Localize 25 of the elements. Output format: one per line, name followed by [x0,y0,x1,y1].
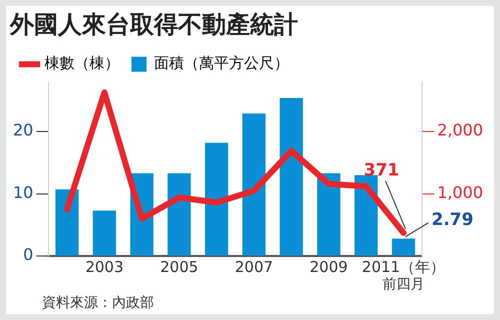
bar [92,210,116,256]
bar [392,238,416,256]
bar [168,173,191,256]
y2-tick-label: 1,000 [437,182,484,202]
source-note: 資料來源：內政部 [42,294,154,312]
legend-label: 棟數（棟） [44,54,120,72]
y2-tick-label: 2,000 [437,120,484,140]
legend-label: 面積（萬平方公尺） [154,54,289,72]
x-tick-label: 2011（年） [362,258,446,276]
x-tick-label: 2003 [85,258,124,276]
y-tick-label: 10 [13,182,34,202]
data-label: 2.79 [432,210,474,230]
bar [204,142,228,256]
bar [242,114,266,256]
bar [55,189,79,256]
x-tick-label: 2005 [160,258,198,276]
x-tick-label: 2009 [310,258,348,276]
y-tick-label: 0 [23,245,34,264]
data-label: 371 [364,160,400,180]
chart-title: 外國人來台取得不動產統計 [9,10,298,39]
text: 前四月 [382,276,425,293]
bar [317,173,340,256]
y-tick-label: 20 [13,120,34,140]
x-tick-label: 2007 [234,258,274,276]
bar [280,98,303,256]
